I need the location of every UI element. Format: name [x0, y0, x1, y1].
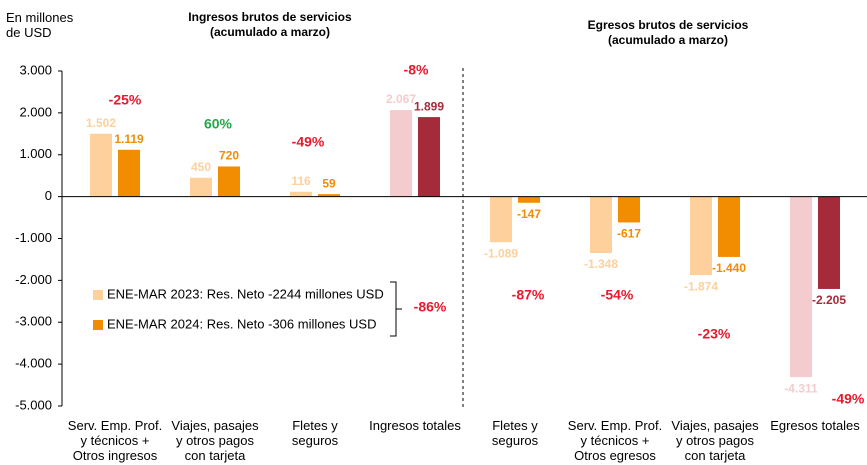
chart-title: Ingresos brutos de servicios (acumulado …	[188, 10, 352, 39]
bar	[518, 196, 540, 203]
value-label: -147	[517, 207, 541, 221]
legend-swatch	[93, 290, 103, 300]
y-tick-label: 1.000	[19, 146, 52, 161]
annotation: -49%	[292, 134, 325, 150]
value-label: 1.899	[414, 99, 444, 113]
value-label: -1.440	[712, 261, 746, 275]
bar	[190, 177, 212, 197]
y-tick-label: 3.000	[19, 62, 52, 77]
value-label: -1.089	[484, 246, 518, 260]
value-label: -617	[617, 227, 641, 241]
x-tick-label: Egresos totales	[770, 418, 860, 433]
value-label: 116	[291, 174, 311, 188]
x-tick-label: Fletes y seguros	[291, 418, 339, 448]
bar	[718, 196, 740, 257]
annotation: -49%	[832, 391, 865, 407]
x-tick-label: Viajes, pasajes y otros pagos con tarjet…	[171, 418, 259, 463]
value-label: 1.502	[86, 116, 116, 130]
annotation: -25%	[109, 92, 142, 108]
bar	[690, 196, 712, 276]
value-label: 59	[322, 176, 336, 190]
x-tick-label: Serv. Emp. Prof. y técnicos + Otros ingr…	[67, 418, 163, 463]
value-label: -2.205	[812, 293, 846, 307]
bar	[790, 196, 812, 378]
bar	[418, 117, 440, 197]
bar	[290, 191, 312, 197]
annotation: -87%	[512, 287, 545, 303]
y-tick-label: 2.000	[19, 104, 52, 119]
bar	[818, 196, 840, 289]
value-label: 720	[219, 149, 239, 163]
value-label: 1.119	[114, 132, 144, 146]
y-axis-label: En millones de USD	[6, 10, 74, 40]
annotation: 60%	[204, 116, 233, 132]
bar	[90, 133, 112, 197]
bar	[590, 196, 612, 254]
bar	[318, 194, 340, 197]
y-tick-label: -2.000	[15, 272, 52, 287]
x-tick-label: Serv. Emp. Prof. y técnicos + Otros egre…	[567, 418, 663, 463]
bar	[390, 110, 412, 197]
annotation: -23%	[698, 326, 731, 342]
y-tick-label: 0	[45, 188, 52, 203]
y-tick-label: -4.000	[15, 356, 52, 371]
x-tick-label: Fletes y seguros	[491, 418, 539, 448]
legend-label: ENE-MAR 2024: Res. Neto -306 millones US…	[107, 316, 377, 331]
value-label: -4.311	[784, 381, 818, 395]
chart-subtitle: Egresos brutos de servicios (acumulado a…	[587, 18, 749, 47]
value-label: 2.067	[386, 92, 416, 106]
x-tick-label: Ingresos totales	[369, 418, 461, 433]
value-label: -1.874	[684, 279, 718, 293]
annotation: -54%	[601, 287, 634, 303]
legend-swatch	[93, 320, 103, 330]
value-label: -1.348	[584, 257, 618, 271]
legend-bracket	[390, 281, 402, 337]
x-tick-label: Viajes, pasajes y otros pagos con tarjet…	[671, 418, 759, 463]
legend-annotation: -86%	[414, 299, 447, 315]
value-label: 450	[191, 160, 211, 174]
annotation: -8%	[404, 62, 429, 78]
bar	[490, 196, 512, 243]
y-tick-label: -5.000	[15, 397, 52, 412]
legend-label: ENE-MAR 2023: Res. Neto -2244 millones U…	[107, 286, 384, 301]
y-tick-label: -1.000	[15, 230, 52, 245]
bar	[118, 149, 140, 197]
bar	[618, 196, 640, 223]
y-tick-label: -3.000	[15, 314, 52, 329]
bar	[218, 166, 240, 197]
